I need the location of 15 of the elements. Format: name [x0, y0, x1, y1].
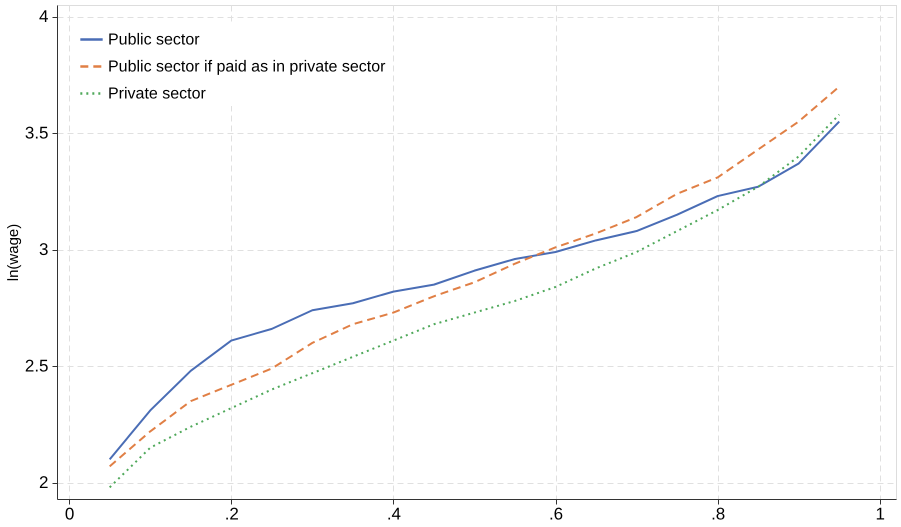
- legend-label: Public sector: [108, 32, 200, 48]
- x-tick-label: 1: [876, 504, 886, 524]
- x-tick-label: .6: [548, 504, 564, 524]
- x-tick-label: .4: [386, 504, 402, 524]
- x-tick-label: .2: [224, 504, 239, 524]
- y-tick-label: 3: [39, 240, 48, 260]
- legend-label: Private sector: [108, 86, 206, 102]
- y-tick-label: 3.5: [24, 124, 48, 143]
- y-axis-title: ln(wage): [4, 224, 22, 282]
- legend-label: Public sector if paid as in private sector: [108, 58, 386, 76]
- y-tick-label: 2: [39, 473, 48, 492]
- y-tick-label: 4: [39, 7, 48, 26]
- x-tick-label: 0: [64, 504, 74, 524]
- x-tick-label: .8: [711, 504, 726, 524]
- y-tick-label: 2.5: [24, 356, 48, 376]
